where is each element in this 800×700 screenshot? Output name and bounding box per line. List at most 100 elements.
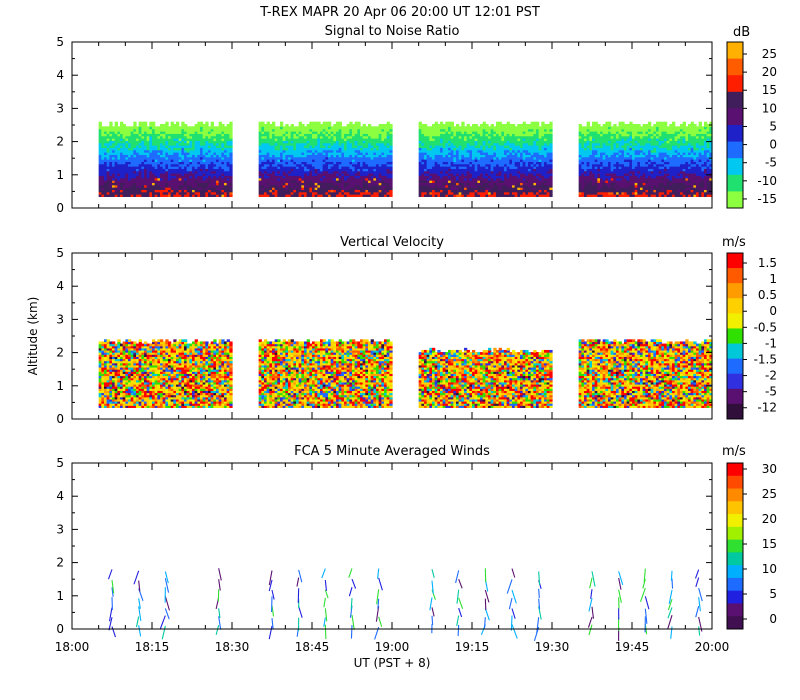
heatmap-cell — [109, 182, 113, 186]
heatmap-cell — [280, 163, 284, 167]
heatmap-cell — [517, 142, 521, 146]
heatmap-cell — [362, 138, 366, 141]
heatmap-cell — [141, 182, 145, 186]
heatmap-cell — [333, 154, 337, 158]
heatmap-cell — [202, 182, 206, 186]
heatmap-cell — [333, 145, 337, 148]
heatmap-cell — [517, 191, 521, 195]
heatmap-cell — [546, 191, 550, 195]
heatmap-cell — [98, 180, 102, 183]
heatmap-cell — [325, 170, 329, 174]
heatmap-cell — [341, 147, 345, 151]
heatmap-cell — [160, 163, 164, 167]
heatmap-cell — [522, 156, 526, 160]
heatmap-cell — [426, 140, 430, 144]
heatmap-cell — [229, 145, 233, 148]
heatmap-cell — [141, 166, 145, 169]
heatmap-cell — [122, 149, 126, 153]
heatmap-cell — [189, 194, 193, 197]
heatmap-cell — [514, 168, 518, 172]
heatmap-cell — [496, 145, 500, 148]
heatmap-cell — [218, 161, 222, 165]
heatmap-cell — [578, 131, 582, 134]
heatmap-cell — [421, 173, 425, 176]
heatmap-cell — [157, 126, 161, 130]
heatmap-cell — [149, 170, 153, 174]
heatmap-cell — [160, 180, 164, 183]
heatmap-cell — [264, 133, 268, 137]
heatmap-cell — [282, 163, 286, 167]
heatmap-cell — [341, 189, 345, 193]
heatmap-cell — [501, 156, 505, 160]
heatmap-cell — [202, 161, 206, 165]
heatmap-cell — [522, 187, 526, 190]
heatmap-cell — [293, 135, 297, 139]
heatmap-cell — [538, 170, 542, 174]
heatmap-cell — [189, 159, 193, 162]
heatmap-cell — [328, 145, 332, 148]
heatmap-cell — [584, 145, 588, 148]
heatmap-cell — [216, 149, 220, 153]
heatmap-cell — [522, 128, 526, 132]
heatmap-cell — [282, 128, 286, 132]
heatmap-cell — [194, 152, 198, 155]
heatmap-cell — [450, 168, 454, 172]
heatmap-cell — [520, 191, 524, 195]
heatmap-cell — [101, 163, 105, 167]
heatmap-cell — [522, 161, 526, 165]
heatmap-cell — [597, 187, 601, 190]
heatmap-cell — [445, 170, 449, 174]
heatmap-cell — [269, 163, 273, 167]
heatmap-cell — [474, 142, 478, 146]
heatmap-cell — [296, 187, 300, 190]
heatmap-cell — [306, 189, 310, 193]
heatmap-cell — [496, 138, 500, 141]
heatmap-cell — [98, 194, 102, 197]
heatmap-cell — [426, 135, 430, 139]
heatmap-cell — [365, 170, 369, 174]
heatmap-cell — [509, 159, 513, 162]
heatmap-cell — [549, 194, 553, 197]
heatmap-cell — [309, 121, 313, 125]
heatmap-cell — [186, 182, 190, 186]
heatmap-cell — [261, 189, 265, 193]
heatmap-cell — [496, 149, 500, 153]
heatmap-cell — [498, 166, 502, 169]
heatmap-cell — [482, 154, 486, 158]
heatmap-cell — [136, 152, 140, 155]
heatmap-cell — [597, 189, 601, 193]
heatmap-cell — [354, 189, 358, 193]
heatmap-cell — [328, 180, 332, 183]
heatmap-cell — [269, 175, 273, 179]
heatmap-cell — [288, 145, 292, 148]
heatmap-cell — [208, 142, 212, 146]
heatmap-cell — [176, 170, 180, 174]
heatmap-cell — [578, 140, 582, 144]
heatmap-cell — [138, 124, 142, 127]
heatmap-cell — [293, 159, 297, 162]
heatmap-cell — [285, 147, 289, 151]
heatmap-cell — [149, 154, 153, 158]
heatmap-cell — [280, 194, 284, 197]
heatmap-cell — [421, 133, 425, 137]
heatmap-cell — [485, 124, 489, 127]
heatmap-cell — [189, 128, 193, 132]
heatmap-cell — [501, 161, 505, 165]
heatmap-cell — [541, 180, 545, 183]
heatmap-cell — [152, 145, 156, 148]
heatmap-cell — [120, 156, 124, 160]
heatmap-cell — [197, 152, 201, 155]
heatmap-cell — [536, 159, 540, 162]
heatmap-cell — [138, 140, 142, 144]
heatmap-cell — [450, 161, 454, 165]
heatmap-cell — [114, 156, 118, 160]
heatmap-cell — [128, 159, 132, 162]
heatmap-cell — [541, 182, 545, 186]
heatmap-cell — [352, 168, 356, 172]
heatmap-cell — [328, 156, 332, 160]
heatmap-cell — [314, 161, 318, 165]
heatmap-cell — [309, 133, 313, 137]
heatmap-cell — [330, 131, 334, 134]
heatmap-cell — [117, 149, 121, 153]
heatmap-cell — [224, 187, 228, 190]
